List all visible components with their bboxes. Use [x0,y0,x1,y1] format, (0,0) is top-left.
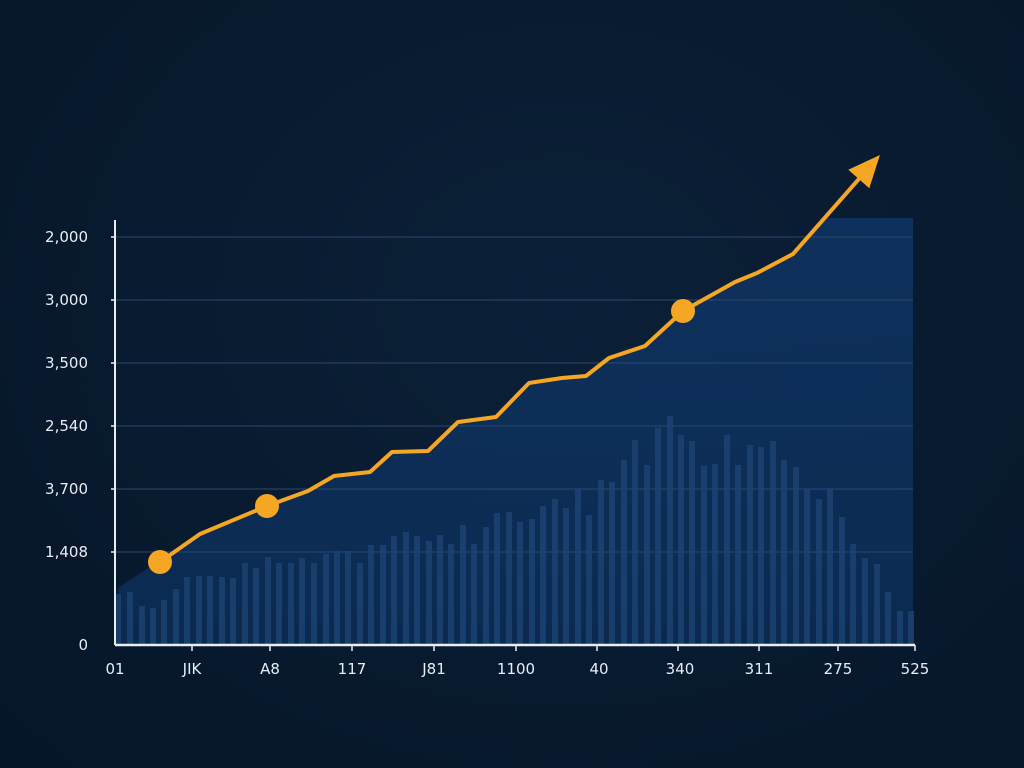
volume-bar [437,535,443,645]
volume-bar [265,557,271,645]
highlight-markers [148,299,695,574]
volume-bar [839,517,845,645]
x-tick-label: 275 [823,660,853,678]
volume-bar [471,544,477,645]
volume-bar [540,506,546,645]
volume-bar [288,563,294,645]
volume-bar [874,564,880,645]
volume-bar [701,466,707,645]
x-tick-label: 117 [337,660,367,678]
volume-bar [483,527,489,645]
volume-bar [712,464,718,645]
volume-bar [816,499,822,645]
volume-bar [563,508,569,645]
volume-bar [380,545,386,645]
highlight-marker [255,494,279,518]
gridlines [115,236,913,553]
x-tick-label: 340 [665,660,695,678]
volume-bar [678,435,684,645]
arrow-up-right-icon [848,154,880,189]
volume-bar [334,551,340,645]
volume-bar [758,447,764,645]
x-tick-label: 525 [900,660,930,678]
volume-bar [150,608,156,645]
volume-bar [139,606,145,645]
volume-bar [219,577,225,645]
volume-bar [644,465,650,645]
volume-bar [403,532,409,645]
volume-bar [161,600,167,645]
volume-bar [506,512,512,645]
volume-bar [311,563,317,645]
volume-bar [689,441,695,645]
volume-bar [115,594,121,645]
trend-line-path [158,177,861,564]
volume-bar [448,544,454,645]
volume-bar [368,545,374,645]
volume-bar [609,482,615,645]
volume-bar [494,513,500,645]
volume-bar [586,515,592,645]
highlight-marker [671,299,695,323]
x-tick-label: J81 [422,660,446,678]
highlight-marker [148,550,172,574]
volume-bar [184,577,190,645]
trend-line [158,154,880,564]
volume-bar [253,568,259,645]
volume-bar [747,445,753,645]
y-tick-label: 2,000 [45,228,88,246]
y-tick-label: 1,408 [45,543,88,561]
volume-bar [529,519,535,645]
volume-bar [827,489,833,645]
axes [111,220,916,651]
volume-bar [299,558,305,645]
volume-bar [770,441,776,645]
volume-bar [230,578,236,645]
volume-bar [724,435,730,645]
volume-bar [655,428,661,645]
volume-bar [621,460,627,645]
volume-bar [207,576,213,645]
volume-bar [242,563,248,645]
volume-bar [781,460,787,645]
volume-bar [735,465,741,645]
volume-bar [804,489,810,645]
x-tick-label: A8 [260,660,280,678]
volume-bar [552,499,558,645]
volume-bar [357,563,363,645]
y-tick-label: 0 [78,636,88,654]
x-tick-label: JIK [182,660,202,678]
volume-bar [426,541,432,645]
volume-bar [276,563,282,645]
volume-bar [598,480,604,645]
y-tick-label: 3,500 [45,354,88,372]
volume-bar [460,525,466,645]
volume-bars [115,416,914,645]
x-tick-label: 01 [105,660,125,678]
x-tick-label: 1100 [496,660,536,678]
volume-bar [667,416,673,645]
volume-bar [632,440,638,645]
volume-bar [850,544,856,645]
volume-bar [127,592,133,645]
volume-bar [575,489,581,645]
y-tick-label: 3,000 [45,291,88,309]
y-tick-label: 2,540 [45,417,88,435]
volume-bar [517,522,523,645]
volume-bar [908,611,914,645]
volume-bar [793,467,799,645]
volume-bar [323,554,329,645]
volume-bar [414,536,420,645]
volume-bar [897,611,903,645]
volume-bar [885,592,891,645]
x-tick-label: 40 [589,660,609,678]
volume-bar [345,551,351,645]
volume-bar [173,589,179,645]
volume-bar [196,576,202,645]
volume-bar [862,558,868,645]
y-tick-label: 3,700 [45,480,88,498]
x-tick-label: 311 [744,660,774,678]
volume-bar [391,536,397,645]
